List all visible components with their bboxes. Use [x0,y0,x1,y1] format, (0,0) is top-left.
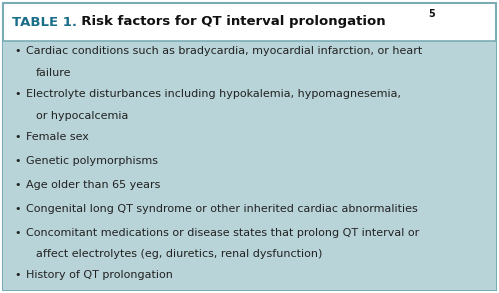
Text: Congenital long QT syndrome or other inherited cardiac abnormalities: Congenital long QT syndrome or other inh… [26,204,418,214]
Text: •: • [14,156,20,166]
FancyBboxPatch shape [3,3,496,290]
Text: Risk factors for QT interval prolongation: Risk factors for QT interval prolongatio… [72,16,386,28]
Text: •: • [14,228,20,238]
Text: •: • [14,89,20,99]
Text: •: • [14,270,20,280]
Text: •: • [14,204,20,214]
Text: Concomitant medications or disease states that prolong QT interval or: Concomitant medications or disease state… [26,228,419,238]
Text: 5: 5 [428,9,435,19]
Text: History of QT prolongation: History of QT prolongation [26,270,173,280]
Text: Genetic polymorphisms: Genetic polymorphisms [26,156,158,166]
Text: Electrolyte disturbances including hypokalemia, hypomagnesemia,: Electrolyte disturbances including hypok… [26,89,401,99]
Text: failure: failure [36,68,71,78]
Text: Female sex: Female sex [26,132,89,142]
Text: or hypocalcemia: or hypocalcemia [36,111,128,121]
Text: Cardiac conditions such as bradycardia, myocardial infarction, or heart: Cardiac conditions such as bradycardia, … [26,46,422,56]
FancyBboxPatch shape [3,41,496,290]
Text: •: • [14,46,20,56]
Text: Age older than 65 years: Age older than 65 years [26,180,160,190]
Text: •: • [14,132,20,142]
Text: TABLE 1.: TABLE 1. [12,16,77,28]
Text: •: • [14,180,20,190]
Text: affect electrolytes (eg, diuretics, renal dysfunction): affect electrolytes (eg, diuretics, rena… [36,249,322,260]
